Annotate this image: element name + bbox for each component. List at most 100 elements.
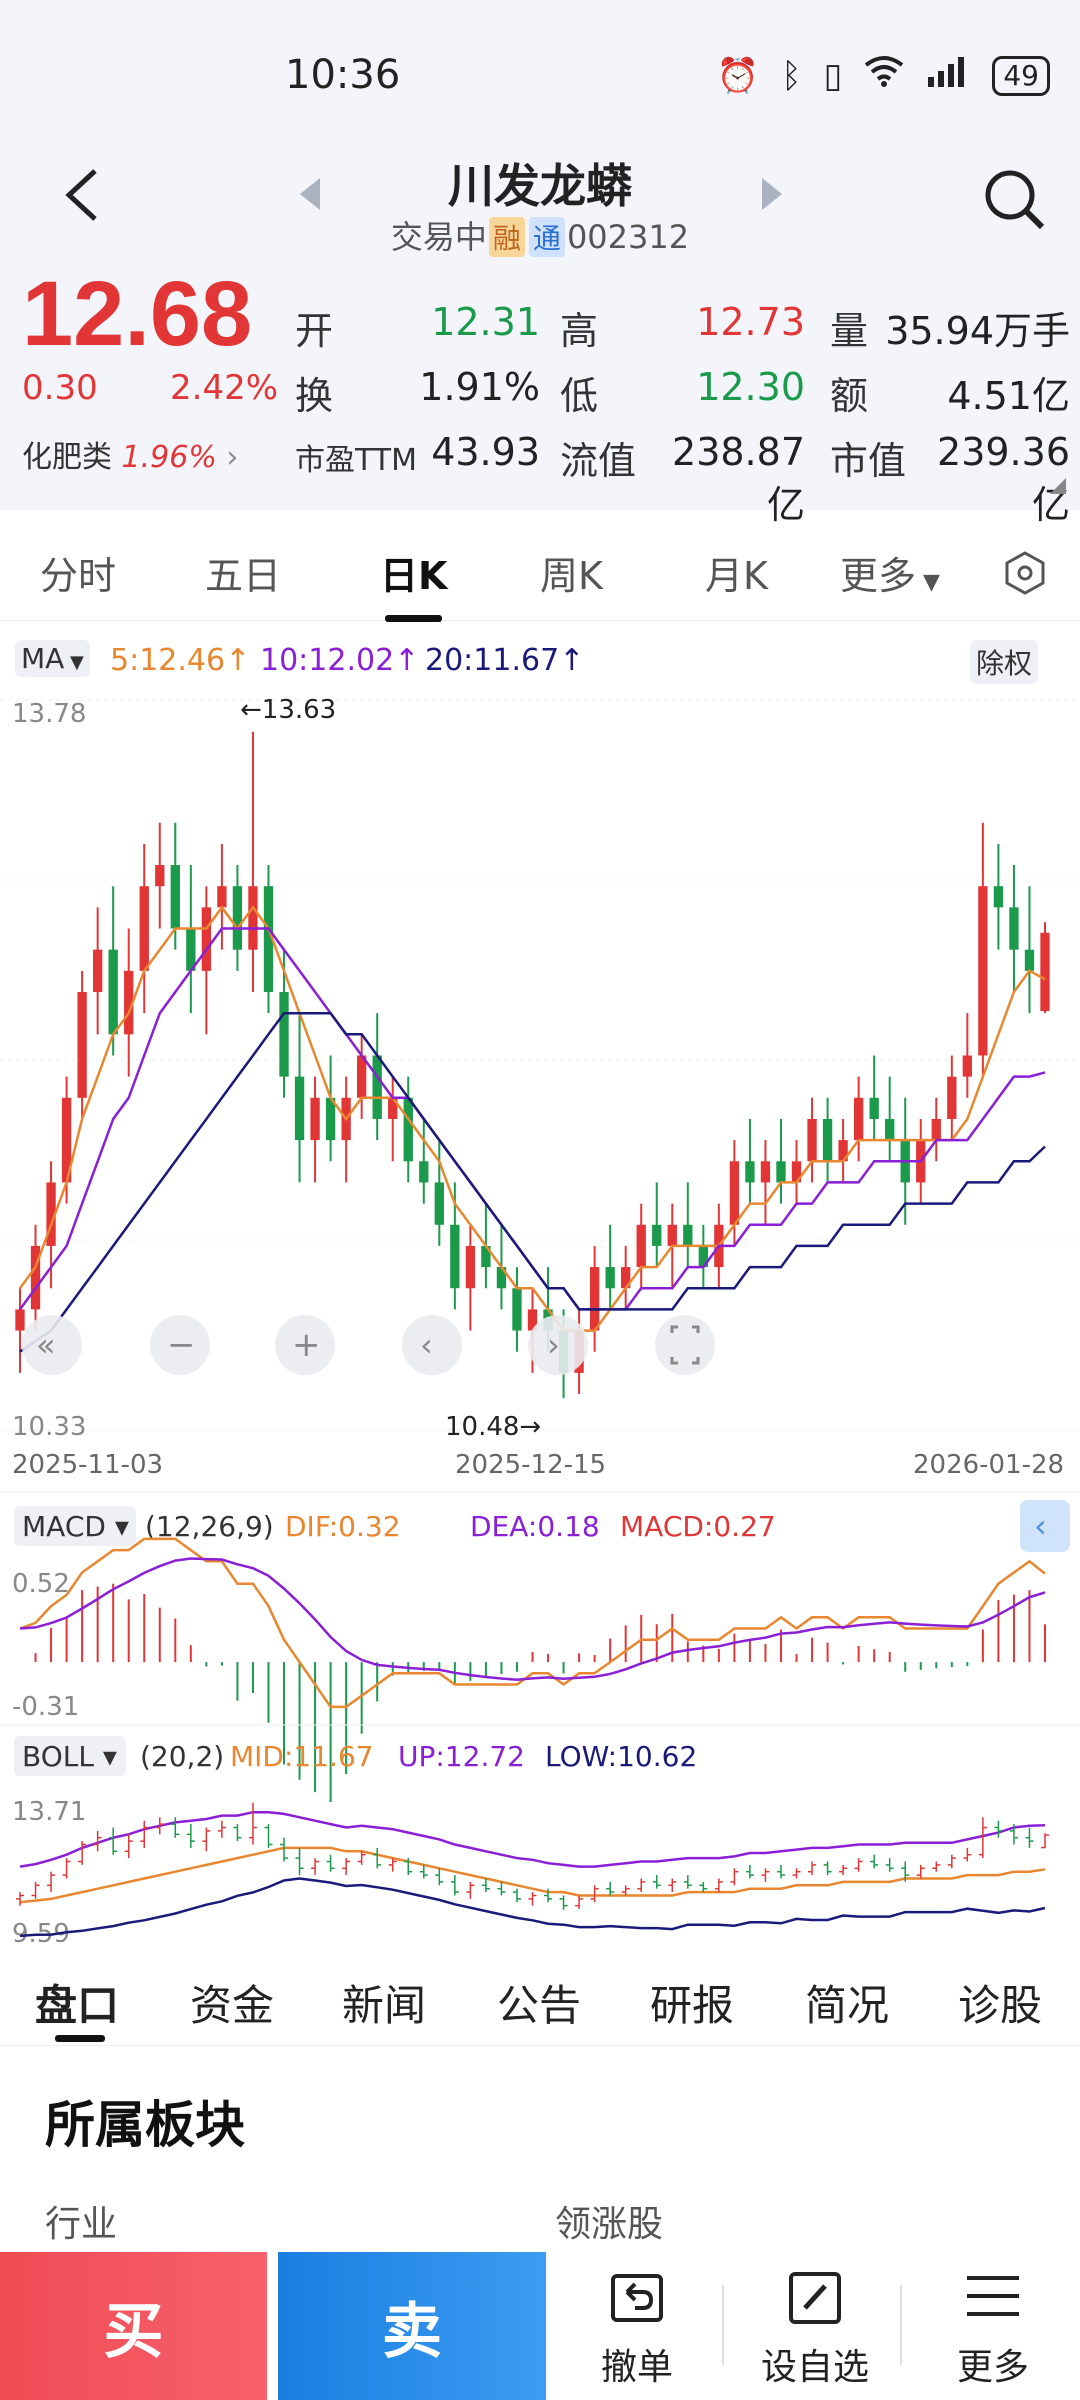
candle (403, 1076, 413, 1183)
tab-monthly-k[interactable]: 月K (705, 554, 768, 598)
menu-icon (967, 2276, 1019, 2316)
boll-bar (575, 1895, 584, 1910)
search-button[interactable] (980, 165, 1050, 235)
buy-button[interactable]: 买 (0, 2252, 267, 2400)
boll-bar (652, 1875, 661, 1889)
more-actions-button[interactable]: 更多 (908, 2252, 1078, 2400)
tab-more[interactable]: 更多 ▼ (840, 545, 940, 600)
boll-up-line (19, 1810, 1046, 1868)
tab-news[interactable]: 新闻 (342, 1981, 427, 2030)
boll-bar (745, 1864, 754, 1879)
back-button[interactable] (55, 165, 115, 225)
connect-tag: 通 (528, 217, 565, 257)
tab-capital-flow[interactable]: 资金 (190, 1981, 275, 2030)
candle (124, 928, 134, 1077)
boll-bar (606, 1881, 615, 1896)
sector-name: 化肥类 (22, 440, 112, 475)
ma5-line (18, 905, 1046, 1332)
alarm-icon: ⏰ (716, 55, 760, 96)
kline-chart[interactable]: 13.78 10.33 ←13.63 10.48→ 2025-11-03 202… (0, 630, 1080, 1960)
volume-value: 35.94万手 (885, 309, 1070, 353)
add-watchlist-button[interactable]: 设自选 (730, 2252, 900, 2400)
boll-bar (16, 1892, 24, 1906)
low-label: 低 (560, 374, 599, 418)
boll-up: UP:12.72 (398, 1740, 525, 1773)
boll-ymax: 13.71 (12, 1797, 86, 1827)
boll-bar (186, 1824, 195, 1848)
tab-announcements[interactable]: 公告 (497, 1981, 582, 2030)
boll-low: LOW:10.62 (545, 1740, 697, 1773)
sector-link[interactable]: 化肥类 1.96% › (22, 432, 238, 476)
boll-bar (978, 1817, 987, 1859)
chevron-right-icon: › (226, 440, 239, 475)
boll-bar (885, 1858, 894, 1872)
boll-bar (947, 1854, 956, 1869)
adjust-selector[interactable]: 除权 (970, 640, 1039, 684)
boll-bar (1025, 1827, 1034, 1848)
zoom-in-button[interactable]: + (275, 1315, 335, 1375)
tab-research[interactable]: 研报 (650, 1981, 735, 2030)
status-time: 10:36 (285, 52, 401, 98)
stock-name: 川发龙蟒 (448, 159, 632, 213)
industry-label: 行业 (45, 2204, 118, 2245)
candle (822, 1097, 833, 1183)
scroll-left-button[interactable]: ‹ (402, 1315, 462, 1375)
candle (1040, 922, 1050, 1014)
boll-label: BOLL ▾ (22, 1740, 117, 1773)
expand-corner-icon[interactable] (1050, 478, 1066, 494)
tab-five-day[interactable]: 五日 (205, 554, 282, 598)
boll-bar (870, 1854, 879, 1869)
cancel-order-button[interactable]: 撤单 (552, 2252, 722, 2400)
candle (993, 843, 1004, 950)
chart-controls: « − + ‹ › (22, 1315, 715, 1375)
fullscreen-button[interactable] (655, 1315, 715, 1375)
candle (621, 1245, 631, 1310)
candle (869, 1055, 879, 1141)
candle (232, 865, 243, 971)
divider (900, 2285, 902, 2365)
status-bar (0, 0, 1080, 150)
zoom-out-button[interactable]: − (150, 1315, 210, 1375)
boll-selector[interactable] (14, 1736, 126, 1776)
ma-selector[interactable]: MA ▼ (15, 640, 90, 677)
macd-ymax: 0.52 (12, 1569, 70, 1599)
candle (729, 1140, 740, 1246)
svg-text:‹: ‹ (1034, 1507, 1047, 1545)
boll-bar (264, 1824, 273, 1848)
active-tab-indicator (55, 2035, 105, 2042)
amount-value: 4.51亿 (947, 374, 1070, 418)
collapse-indicator-button[interactable]: ‹ (1020, 1500, 1070, 1552)
boll-bar (699, 1881, 708, 1893)
prev-stock-icon[interactable] (300, 178, 320, 210)
stock-code: 002312 (566, 218, 690, 256)
tab-weekly-k[interactable]: 周K (540, 554, 603, 598)
next-stock-icon[interactable] (762, 178, 782, 210)
search-icon (985, 170, 1045, 230)
candle (745, 1118, 755, 1204)
tab-intraday[interactable]: 分时 (40, 554, 117, 598)
sell-button[interactable]: 卖 (278, 2252, 546, 2400)
candle (139, 843, 149, 1014)
boll-bar (124, 1834, 133, 1859)
tab-diagnosis[interactable]: 诊股 (958, 1981, 1043, 2030)
date-label-start: 2025-11-03 (12, 1450, 163, 1480)
edit-icon (789, 2272, 841, 2324)
dropdown-icon: ▼ (64, 652, 84, 673)
candle (605, 1224, 615, 1310)
macd-selector[interactable] (14, 1506, 136, 1546)
tab-daily-k[interactable]: 日K (380, 545, 447, 622)
scroll-right-button[interactable]: › (528, 1315, 588, 1375)
svg-text:›: › (547, 1326, 560, 1364)
period-tabs (0, 520, 1080, 621)
collapse-left-button[interactable]: « (22, 1315, 82, 1375)
settings-hex-icon[interactable] (1002, 550, 1048, 600)
tab-order-book[interactable]: 盘口 (35, 1981, 120, 2030)
price-change: 0.30 (22, 368, 98, 408)
boll-bar (357, 1851, 366, 1865)
candle (853, 1076, 864, 1162)
candle (263, 865, 274, 1014)
tab-profile[interactable]: 简况 (805, 1981, 890, 2030)
pe-label: 市盈TTM (295, 443, 418, 478)
float-cap-value: 238.87亿 (672, 430, 805, 527)
candle (698, 1224, 708, 1289)
